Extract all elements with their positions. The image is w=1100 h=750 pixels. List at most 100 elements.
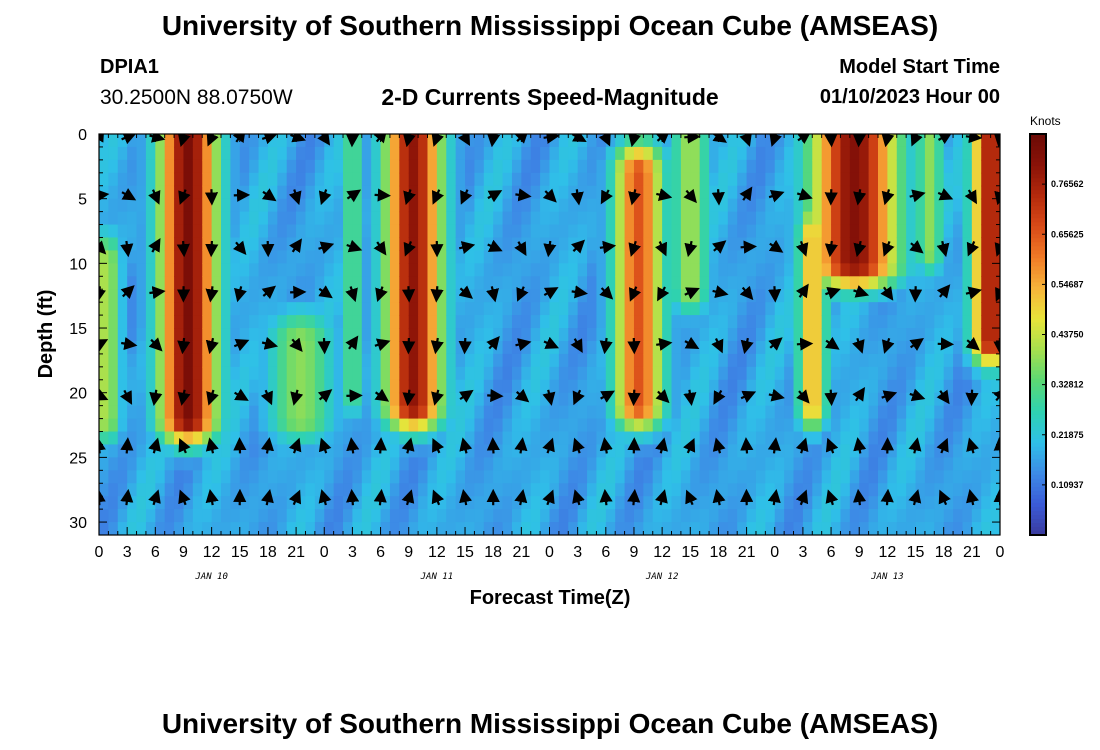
heatmap-cell: [624, 172, 635, 187]
heatmap-cell: [455, 405, 466, 420]
heatmap-cell: [587, 496, 598, 510]
heatmap-cell: [249, 405, 260, 420]
heatmap-cell: [371, 379, 382, 394]
heatmap-cell: [211, 250, 222, 264]
colorbar-swatch: [1030, 402, 1046, 408]
heatmap-cell: [643, 159, 654, 174]
heatmap-cell: [108, 315, 119, 329]
heatmap-cell: [117, 496, 128, 510]
current-arrow: [487, 190, 503, 203]
heatmap-cell: [99, 185, 109, 200]
heatmap-cell: [399, 353, 410, 368]
heatmap-cell: [333, 159, 344, 174]
heatmap-cell: [446, 509, 457, 523]
heatmap-cell: [305, 198, 316, 213]
heatmap-cell: [718, 211, 729, 226]
heatmap-cell: [549, 302, 560, 316]
heatmap-cell: [549, 340, 560, 355]
heatmap-cell: [990, 509, 1000, 523]
heatmap-cell: [868, 250, 879, 264]
heatmap-cell: [145, 379, 156, 394]
heatmap-cell: [474, 340, 485, 355]
heatmap-cell: [699, 172, 710, 187]
colorbar-tick-label: 0.43750: [1051, 330, 1084, 340]
day-label: JAN 12: [645, 572, 679, 582]
heatmap-cell: [587, 431, 598, 446]
heatmap-cell: [868, 418, 879, 433]
heatmap-cell: [906, 185, 917, 200]
heatmap-cell: [221, 418, 231, 433]
heatmap-cell: [737, 379, 748, 394]
colorbar-swatch: [1030, 446, 1046, 452]
heatmap-cell: [333, 185, 344, 200]
heatmap-cell: [221, 263, 231, 277]
heatmap-cell: [511, 522, 522, 535]
heatmap-cell: [474, 159, 485, 174]
current-arrow: [853, 285, 870, 298]
current-arrow: [740, 337, 754, 355]
x-tick-label: 0: [95, 544, 104, 561]
current-arrow: [825, 336, 840, 350]
heatmap-cell: [286, 457, 297, 471]
x-tick-label: 15: [681, 544, 699, 561]
current-arrow: [120, 240, 134, 258]
heatmap-cell: [840, 289, 851, 303]
heatmap-cell: [296, 496, 307, 510]
heatmap-cell: [831, 328, 842, 342]
heatmap-cell: [314, 405, 325, 420]
heatmap-cell: [502, 211, 513, 226]
heatmap-cell: [136, 185, 147, 200]
heatmap-cell: [117, 353, 128, 368]
heatmap-cell: [258, 366, 269, 381]
heatmap-cell: [352, 522, 363, 535]
heatmap-cell: [155, 340, 166, 355]
current-arrow: [373, 240, 387, 256]
heatmap-cell: [971, 522, 982, 535]
heatmap-cell: [192, 353, 203, 368]
heatmap-cell: [690, 457, 701, 471]
heatmap-cell: [305, 237, 316, 252]
heatmap-cell: [868, 509, 879, 523]
heatmap-cell: [502, 250, 513, 264]
colorbar-swatch: [1030, 194, 1046, 199]
heatmap-cell: [352, 457, 363, 471]
heatmap-cell: [305, 470, 316, 484]
heatmap-cell: [483, 366, 494, 381]
heatmap-cell: [699, 276, 710, 290]
heatmap-cell: [455, 302, 466, 316]
heatmap-cell: [765, 250, 776, 264]
heatmap-cell: [934, 470, 945, 484]
heatmap-cell: [249, 185, 260, 200]
heatmap-cell: [962, 134, 973, 148]
heatmap-cell: [465, 340, 476, 355]
heatmap-cell: [446, 328, 457, 342]
heatmap-cell: [371, 211, 382, 226]
heatmap-cell: [924, 522, 935, 535]
heatmap-cell: [286, 211, 297, 226]
heatmap-cell: [540, 379, 551, 394]
heatmap-cell: [399, 509, 410, 523]
heatmap-cell: [192, 444, 203, 458]
heatmap-cell: [108, 379, 119, 394]
heatmap-cell: [868, 379, 879, 394]
heatmap-cell: [924, 509, 935, 523]
current-arrow: [458, 337, 472, 355]
heatmap-cell: [389, 211, 400, 226]
current-arrow: [853, 437, 867, 454]
current-arrow: [628, 240, 642, 257]
heatmap-cell: [418, 431, 429, 446]
colorbar-swatch: [1030, 378, 1046, 384]
heatmap-cell: [624, 211, 635, 226]
colorbar-swatch: [1030, 510, 1046, 516]
heatmap-cell: [99, 353, 109, 368]
colorbar-swatch: [1030, 326, 1046, 332]
heatmap-cell: [502, 328, 513, 342]
heatmap-cell: [521, 276, 532, 290]
heatmap-cell: [765, 263, 776, 277]
heatmap-cell: [568, 457, 579, 471]
heatmap-cell: [352, 483, 363, 497]
heatmap-cell: [230, 276, 241, 290]
heatmap-cell: [765, 522, 776, 535]
heatmap-cell: [127, 263, 138, 277]
heatmap-cell: [108, 353, 119, 368]
